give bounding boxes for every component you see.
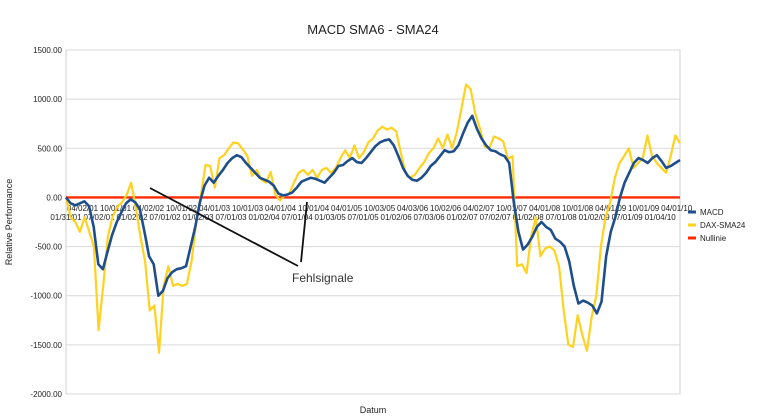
x-tick-label: 10/01/04 — [298, 204, 330, 213]
y-tick-label: -500.00 — [35, 243, 63, 252]
y-tick-label: 0.00 — [46, 193, 62, 202]
annotation-arrow-2 — [300, 201, 308, 263]
x-tick-label: 10/01/03 — [232, 204, 264, 213]
x-tick-label: 07/01/05 — [348, 213, 380, 222]
x-tick-label: 01/02/07 — [447, 213, 479, 222]
x-tick-label: 10/01/02 — [166, 204, 198, 213]
x-tick-label: 01/04/10 — [645, 213, 677, 222]
x-tick-label: 10/01/08 — [562, 204, 594, 213]
x-tick-label: 04/01/09 — [595, 204, 627, 213]
x-tick-label: 04/02/07 — [463, 204, 495, 213]
x-axis-title: Datum — [360, 405, 387, 415]
y-tick-label: 1500.00 — [33, 46, 62, 55]
legend-label-macd: MACD — [700, 208, 724, 217]
y-tick-label: 1000.00 — [33, 95, 62, 104]
legend: MACD DAX-SMA24 Nullinie — [688, 208, 746, 243]
x-tick-label: 07/01/02 — [149, 213, 181, 222]
x-tick-label: 04/01/10 — [661, 204, 693, 213]
y-axis-ticks: 1500.00 1000.00 500.00 0.00 -500.00 -1000.00 -… — [30, 46, 62, 399]
x-tick-label: 07/01/09 — [612, 213, 644, 222]
x-tick-label: 01/02/04 — [248, 213, 280, 222]
y-axis-title: Relative Performance — [4, 179, 14, 266]
y-tick-label: -1500.00 — [30, 341, 62, 350]
x-tick-label: 04/01/05 — [331, 204, 363, 213]
x-tick-label: 07/02/07 — [480, 213, 512, 222]
x-tick-label: 07/03/06 — [414, 213, 446, 222]
x-tick-label: 01/02/09 — [579, 213, 611, 222]
x-tick-label: 01/03/05 — [315, 213, 347, 222]
legend-item-macd: MACD — [688, 208, 724, 217]
x-tick-label: 07/01/08 — [546, 213, 578, 222]
y-tick-label: -1000.00 — [30, 292, 62, 301]
x-tick-label: 04/01/04 — [265, 204, 297, 213]
x-tick-label: 10/01/09 — [628, 204, 660, 213]
plot-background — [65, 49, 681, 395]
x-tick-label: 10/01/07 — [496, 204, 528, 213]
chart-title: MACD SMA6 - SMA24 — [307, 22, 438, 37]
y-tick-label: -2000.00 — [30, 390, 62, 399]
x-tick-label: 07/01/04 — [282, 213, 314, 222]
series-line-dax-sma24 — [64, 83, 681, 354]
x-tick-label: 04/02/01 — [67, 204, 99, 213]
x-tick-label: 04/01/03 — [199, 204, 231, 213]
x-tick-label: 01/31/01 — [50, 213, 82, 222]
x-tick-label: 07/01/03 — [215, 213, 247, 222]
annotation-layer: Fehlsignale — [149, 187, 354, 285]
legend-label-dax-sma24: DAX-SMA24 — [700, 221, 746, 230]
y-tick-label: 500.00 — [38, 144, 63, 153]
series-line-macd — [64, 114, 681, 315]
legend-item-dax-sma24: DAX-SMA24 — [688, 221, 746, 230]
x-tick-label: 04/03/06 — [397, 204, 429, 213]
x-tick-label: 01/02/06 — [381, 213, 413, 222]
annotation-arrow-1 — [149, 187, 299, 267]
x-tick-label: 04/01/08 — [529, 204, 561, 213]
x-axis-ticks: 01/31/0104/02/0107/02/0110/01/0101/02/02… — [50, 204, 692, 222]
x-tick-label: 04/02/02 — [133, 204, 165, 213]
x-tick-label: 07/02/01 — [83, 213, 115, 222]
x-tick-label: 10/03/05 — [364, 204, 396, 213]
plot-area: 1500.00 1000.00 500.00 0.00 -500.00 -1000.00 -… — [30, 46, 692, 399]
x-tick-label: 10/02/06 — [430, 204, 462, 213]
annotation-fehlsignale: Fehlsignale — [292, 271, 354, 285]
x-tick-label: 01/02/08 — [513, 213, 545, 222]
x-tick-label: 01/02/02 — [116, 213, 148, 222]
legend-label-nullinie: Nullinie — [700, 234, 727, 243]
legend-item-nullinie: Nullinie — [688, 234, 727, 243]
